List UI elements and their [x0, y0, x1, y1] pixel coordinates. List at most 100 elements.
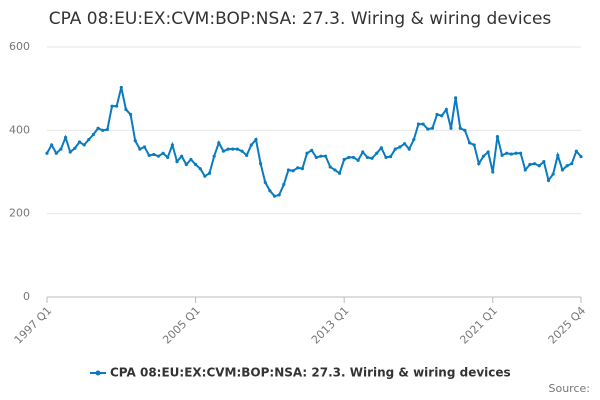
data-point — [235, 147, 239, 151]
data-point — [133, 139, 137, 143]
data-point — [138, 147, 142, 151]
data-point — [514, 151, 518, 155]
data-point — [574, 149, 578, 153]
data-point — [393, 147, 397, 151]
data-point — [259, 162, 263, 166]
source: Source: — [549, 382, 591, 395]
x-tick-label: 2025 Q4 — [546, 304, 589, 347]
data-point — [296, 166, 300, 170]
data-point — [481, 154, 486, 158]
data-point — [110, 104, 114, 108]
data-point — [272, 194, 277, 198]
data-point — [351, 155, 356, 160]
data-point — [467, 141, 472, 145]
data-point — [50, 143, 54, 147]
data-point — [217, 141, 221, 145]
y-tick-label: 0 — [23, 290, 30, 303]
data-point — [416, 122, 421, 126]
data-point — [500, 153, 504, 157]
data-point — [254, 137, 258, 142]
data-point — [152, 152, 156, 157]
data-point — [519, 151, 523, 155]
data-point — [115, 104, 119, 108]
data-point — [463, 128, 467, 132]
data-point — [300, 167, 304, 171]
data-point — [305, 151, 309, 155]
data-point — [551, 172, 555, 176]
series-line — [46, 87, 582, 198]
data-point — [444, 107, 448, 112]
data-point — [389, 154, 393, 159]
data-point — [291, 169, 295, 173]
data-point — [546, 178, 551, 182]
data-point — [170, 143, 174, 147]
data-point — [203, 174, 207, 178]
data-point — [398, 145, 402, 149]
data-point — [347, 155, 351, 160]
data-point — [458, 126, 462, 130]
data-point — [68, 150, 72, 154]
y-tick-label: 200 — [9, 207, 30, 220]
data-point — [63, 135, 68, 140]
data-point — [356, 158, 360, 162]
data-point — [440, 114, 444, 118]
data-point — [556, 153, 560, 157]
data-point — [101, 128, 105, 132]
data-point — [105, 127, 109, 132]
data-point — [189, 157, 193, 162]
data-point — [412, 137, 416, 142]
data-point — [324, 154, 328, 158]
data-point — [310, 148, 314, 152]
data-point — [147, 153, 151, 157]
data-point — [180, 154, 184, 158]
data-point — [124, 107, 128, 112]
data-point — [221, 149, 226, 153]
data-point — [491, 170, 495, 174]
data-point — [226, 147, 230, 151]
data-point — [379, 146, 383, 150]
legend-marker — [95, 370, 101, 376]
data-point — [537, 164, 541, 168]
data-point — [277, 193, 281, 197]
data-point — [96, 126, 100, 130]
data-point — [184, 162, 188, 167]
data-point — [119, 85, 123, 90]
data-point — [161, 151, 165, 155]
data-point — [542, 159, 546, 164]
y-tick-label: 600 — [9, 40, 30, 53]
data-point — [505, 151, 509, 155]
data-point — [384, 155, 388, 160]
data-point — [166, 155, 170, 160]
data-point — [495, 134, 500, 139]
data-point — [198, 167, 202, 171]
data-point — [528, 162, 532, 167]
data-point — [175, 159, 179, 164]
data-point — [509, 152, 513, 156]
data-point — [319, 154, 323, 158]
data-point — [91, 132, 96, 137]
data-point — [314, 155, 318, 160]
data-point — [328, 165, 332, 169]
data-point — [342, 157, 346, 162]
data-point — [59, 147, 63, 151]
data-point — [435, 112, 439, 117]
data-point — [454, 96, 458, 100]
data-point — [560, 168, 565, 172]
data-point — [245, 153, 249, 157]
data-point — [268, 189, 272, 193]
data-point — [365, 155, 369, 160]
data-point — [472, 143, 476, 147]
data-point — [77, 140, 82, 144]
chart-title: CPA 08:EU:EX:CVM:BOP:NSA: 27.3. Wiring &… — [49, 9, 552, 29]
data-point — [333, 168, 337, 172]
data-point — [570, 162, 574, 166]
data-point — [249, 143, 253, 147]
x-tick-label: 2005 Q1 — [160, 304, 203, 347]
y-tick-label: 400 — [9, 123, 30, 136]
x-tick-label: 2013 Q1 — [309, 304, 352, 347]
data-point — [73, 146, 77, 150]
data-point — [231, 147, 235, 151]
data-point — [375, 151, 379, 155]
data-point — [286, 168, 291, 172]
